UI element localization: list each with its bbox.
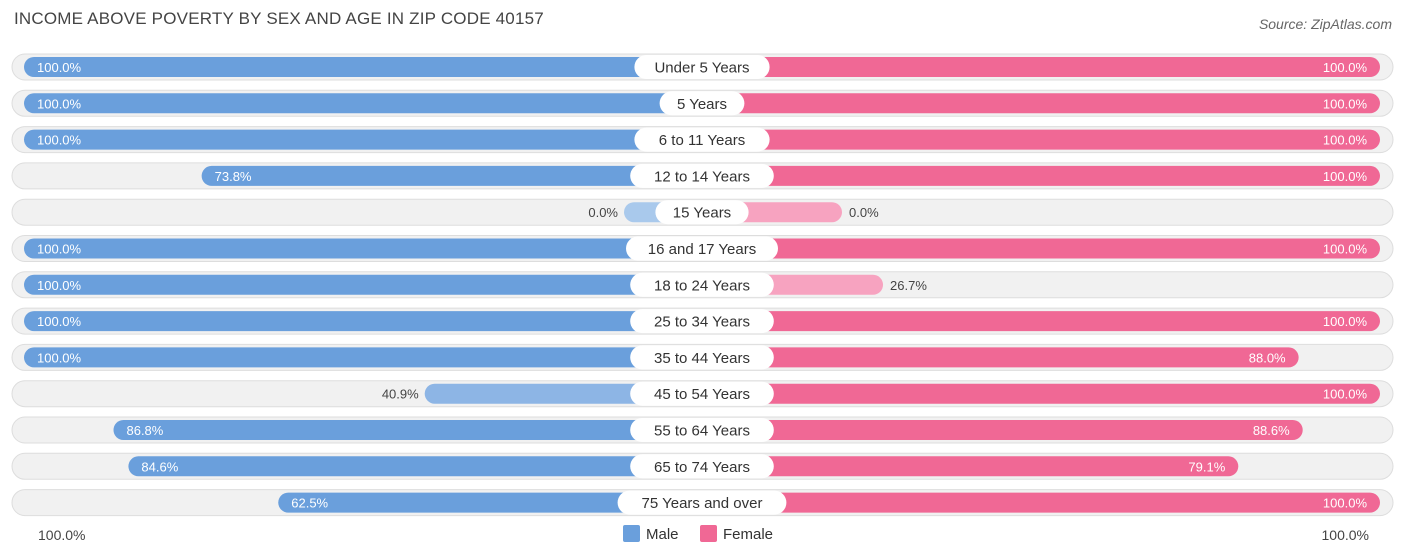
category-label-25-to-34-years: 25 to 34 Years <box>654 314 750 331</box>
female-bar-25-to-34-years <box>702 311 1380 332</box>
category-pill-under-5-years <box>634 55 770 79</box>
axis-right-label: 100.0% <box>1322 527 1369 543</box>
female-bar-45-to-54-years <box>702 383 1380 404</box>
male-value-label-35-to-44-years: 100.0% <box>37 350 82 365</box>
category-label-under-5-years: Under 5 Years <box>654 60 749 77</box>
male-value-label-under-5-years: 100.0% <box>37 60 82 75</box>
category-label-15-years: 15 Years <box>673 205 731 222</box>
male-bar-under-5-years <box>24 57 702 77</box>
male-bar-16-and-17-years <box>24 238 702 259</box>
legend-label-female: Female <box>723 526 773 543</box>
category-pill-55-to-64-years <box>630 418 774 442</box>
category-pill-15-years <box>655 200 749 225</box>
category-pill-16-and-17-years <box>626 236 778 261</box>
female-bar-35-to-44-years <box>702 347 1299 368</box>
female-bar-65-to-74-years <box>702 456 1239 477</box>
male-value-label-5-years: 100.0% <box>37 96 82 111</box>
male-value-label-75-years-and-over: 62.5% <box>291 496 328 511</box>
male-bar-75-years-and-over <box>278 492 702 513</box>
source-label: Source: ZipAtlas.com <box>1258 16 1392 32</box>
male-value-label-16-and-17-years: 100.0% <box>37 242 82 257</box>
category-label-12-to-14-years: 12 to 14 Years <box>654 168 750 185</box>
category-pill-75-years-and-over <box>617 490 787 515</box>
category-label-45-to-54-years: 45 to 54 Years <box>654 386 750 403</box>
category-label-35-to-44-years: 35 to 44 Years <box>654 350 750 367</box>
female-value-label-15-years: 0.0% <box>849 205 879 220</box>
male-value-label-55-to-64-years: 86.8% <box>126 423 163 438</box>
female-value-label-55-to-64-years: 88.6% <box>1253 423 1290 438</box>
female-bar-55-to-64-years <box>702 420 1303 440</box>
female-value-label-25-to-34-years: 100.0% <box>1323 314 1368 329</box>
male-value-label-65-to-74-years: 84.6% <box>141 459 178 474</box>
female-value-label-45-to-54-years: 100.0% <box>1323 387 1368 402</box>
male-value-label-18-to-24-years: 100.0% <box>37 278 82 293</box>
legend-swatch-male <box>623 525 640 542</box>
category-label-18-to-24-years: 18 to 24 Years <box>654 277 750 294</box>
category-label-5-years: 5 Years <box>677 96 727 113</box>
female-value-label-65-to-74-years: 79.1% <box>1188 459 1225 474</box>
male-bar-25-to-34-years <box>24 311 702 332</box>
male-value-label-25-to-34-years: 100.0% <box>37 314 82 329</box>
category-pill-5-years <box>659 91 745 116</box>
male-value-label-12-to-14-years: 73.8% <box>215 169 252 184</box>
female-bar-6-to-11-years <box>702 129 1380 150</box>
category-label-55-to-64-years: 55 to 64 Years <box>654 423 750 440</box>
female-value-label-16-and-17-years: 100.0% <box>1323 242 1368 257</box>
female-value-label-18-to-24-years: 26.7% <box>890 278 927 293</box>
female-bar-under-5-years <box>702 57 1380 77</box>
category-pill-18-to-24-years <box>630 272 774 297</box>
category-label-16-and-17-years: 16 and 17 Years <box>648 241 756 258</box>
category-label-75-years-and-over: 75 Years and over <box>642 495 763 512</box>
female-value-label-12-to-14-years: 100.0% <box>1323 169 1368 184</box>
male-bar-6-to-11-years <box>24 129 702 150</box>
category-pill-65-to-74-years <box>630 454 774 479</box>
legend-swatch-female <box>700 525 717 542</box>
category-pill-25-to-34-years <box>630 309 774 334</box>
female-value-label-75-years-and-over: 100.0% <box>1323 496 1368 511</box>
category-label-65-to-74-years: 65 to 74 Years <box>654 459 750 476</box>
chart-title: INCOME ABOVE POVERTY BY SEX AND AGE IN Z… <box>14 9 544 28</box>
male-bar-18-to-24-years <box>24 274 702 295</box>
male-bar-12-to-14-years <box>201 165 703 186</box>
female-value-label-under-5-years: 100.0% <box>1323 60 1368 75</box>
female-bar-5-years <box>702 93 1380 114</box>
male-bar-55-to-64-years <box>113 420 703 440</box>
female-value-label-35-to-44-years: 88.0% <box>1249 350 1286 365</box>
category-label-6-to-11-years: 6 to 11 Years <box>659 132 745 149</box>
male-bar-5-years <box>24 93 702 114</box>
category-pill-6-to-11-years <box>634 127 770 152</box>
axis-left-label: 100.0% <box>38 527 85 543</box>
category-pill-12-to-14-years <box>630 163 774 188</box>
female-value-label-5-years: 100.0% <box>1323 96 1368 111</box>
female-bar-12-to-14-years <box>702 165 1380 186</box>
female-bar-75-years-and-over <box>702 492 1380 513</box>
legend-label-male: Male <box>646 526 679 543</box>
category-pill-45-to-54-years <box>630 381 774 406</box>
female-value-label-6-to-11-years: 100.0% <box>1323 133 1368 148</box>
male-bar-35-to-44-years <box>24 347 702 368</box>
male-bar-65-to-74-years <box>128 456 703 477</box>
male-value-label-6-to-11-years: 100.0% <box>37 133 82 148</box>
category-pill-35-to-44-years <box>630 345 774 370</box>
male-value-label-45-to-54-years: 40.9% <box>382 387 419 402</box>
male-value-label-15-years: 0.0% <box>588 205 618 220</box>
female-bar-16-and-17-years <box>702 238 1380 259</box>
